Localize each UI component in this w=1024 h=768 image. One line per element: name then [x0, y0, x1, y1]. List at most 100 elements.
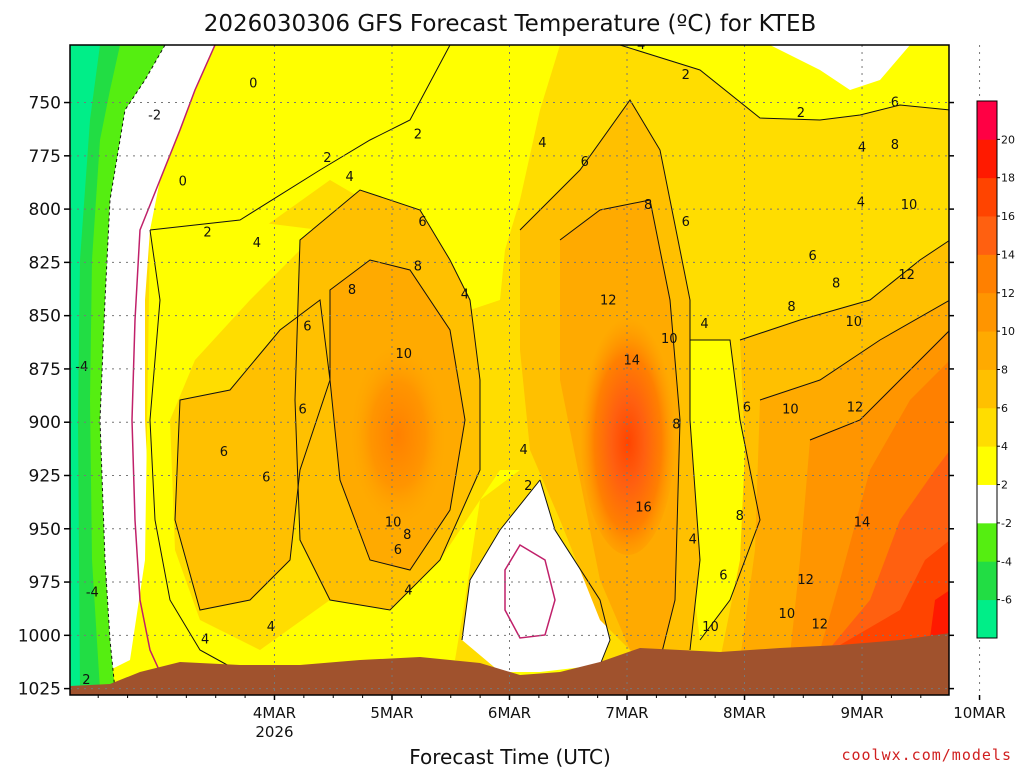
contour-label: 6: [581, 155, 589, 170]
contour-label: 8: [348, 283, 356, 298]
core-6mar: [348, 340, 448, 530]
contour-line-8-right: [739, 240, 949, 341]
colorbar-swatch: [977, 484, 997, 524]
x-tick-label: 7MAR: [605, 704, 648, 722]
contour-label: 0: [179, 174, 187, 189]
freezing-line-bubble: [504, 543, 556, 639]
colorbar-label: -4: [1001, 555, 1012, 568]
contour-label: 8: [736, 509, 744, 524]
contour-label: 6: [303, 319, 311, 334]
y-axis: 750 775 800 825 850 875 900 925 950 975 1000 1025: [18, 94, 954, 700]
colorbar-swatch: [977, 446, 997, 485]
contour-label: -4: [75, 360, 88, 375]
credit-text[interactable]: coolwx.com/models: [841, 746, 1012, 764]
contour-label: 4: [857, 196, 865, 211]
colorbar-label: 2: [1001, 479, 1008, 492]
band-16-18-right: [840, 540, 949, 645]
contour-label: 16: [635, 500, 652, 515]
band-2-4-lower: [70, 220, 600, 690]
contour-label: 6: [743, 400, 751, 415]
contour-label: 2: [323, 151, 331, 166]
colorbar-label: 6: [1001, 402, 1008, 415]
x-tick-label: 9MAR: [840, 704, 883, 722]
colorbar-swatch: [977, 216, 997, 255]
colorbar-label: 20: [1001, 133, 1015, 146]
colorbar-swatch: [977, 522, 997, 562]
band-white-top-right: [770, 45, 910, 90]
contour-label: 4: [253, 236, 261, 251]
chart-title: 2026030306 GFS Forecast Temperature (ºC)…: [204, 11, 817, 37]
contour-label: 12: [898, 268, 915, 283]
contour-label: 6: [809, 249, 817, 264]
contour-label: 8: [787, 300, 795, 315]
contour-label: 8: [891, 138, 899, 153]
contour-label: 10: [846, 315, 863, 330]
contour-label: -2: [148, 108, 161, 123]
contour-label: 2: [797, 106, 805, 121]
x-tick-label: 5MAR: [370, 704, 413, 722]
contour-label: 4: [700, 317, 708, 332]
contour-label: 12: [600, 294, 617, 309]
freezing-line-upper: [131, 45, 216, 673]
contour-label: 2: [682, 68, 690, 83]
colorbar-swatch: [977, 292, 997, 332]
contour-label: 10: [385, 515, 402, 530]
y-tick-label: 1025: [18, 680, 61, 700]
contour-line-6-8mar: [519, 99, 701, 651]
contour-label: 8: [414, 260, 422, 275]
contour-label: 6: [262, 471, 270, 486]
y-tick-label: 875: [29, 360, 61, 380]
colorbar-label: 16: [1001, 210, 1015, 223]
colorbar-label: 4: [1001, 440, 1008, 453]
y-tick-label: 900: [29, 413, 61, 433]
y-tick-label: 750: [29, 94, 61, 114]
band-6-8-a: [175, 300, 330, 610]
x-axis-label: Forecast Time (UTC): [409, 745, 611, 768]
contour-label: 4: [637, 38, 645, 53]
contour-label: 6: [418, 215, 426, 230]
y-tick-label: 775: [29, 147, 61, 167]
colorbar-label: 12: [1001, 287, 1015, 300]
terrain: [70, 633, 949, 695]
contour-label: 4: [404, 584, 412, 599]
contour-label: 6: [299, 402, 307, 417]
contour-line-2-left: [149, 229, 241, 673]
contour-line-10-right: [759, 299, 949, 401]
contour-label: 10: [395, 347, 412, 362]
contour-line-6-left: [174, 299, 331, 611]
colorbar: -6 -4 -2 2 4 6 8 10 12 14 16 18 20: [976, 100, 1015, 639]
freezing-lines: [131, 45, 556, 673]
contour-label: 6: [220, 445, 228, 460]
contour-label: 2: [203, 226, 211, 241]
y-tick-label: 925: [29, 466, 61, 486]
y-tick-label: 1000: [18, 626, 61, 646]
colorbar-swatch: [977, 599, 997, 639]
contour-label: 2: [414, 128, 422, 143]
contour-label: 8: [672, 417, 680, 432]
contour-label: 2: [82, 673, 90, 688]
colorbar-swatch: [977, 177, 997, 217]
temperature-field: -200242426886410666108644442464286121410…: [70, 38, 949, 695]
contour-label: 6: [682, 215, 690, 230]
contour-line-8-8mar: [559, 199, 681, 661]
contour-label: 10: [661, 332, 678, 347]
contour-label: 6: [394, 543, 402, 558]
contour-line-6-6mar: [294, 189, 481, 611]
colorbar-swatch: [977, 331, 997, 370]
contour-label: 4: [519, 443, 527, 458]
contour-label: 6: [719, 569, 727, 584]
colorbar-swatch: [977, 561, 997, 601]
contour-label: -4: [86, 586, 99, 601]
y-tick-label: 825: [29, 253, 61, 273]
contour-label: 12: [797, 573, 814, 588]
contour-lines: [149, 45, 949, 673]
contour-line-2-upper-right: [619, 45, 949, 121]
contour-label: 10: [901, 198, 918, 213]
core-8mar: [580, 305, 676, 555]
contour-label: 10: [779, 607, 796, 622]
contour-line-8-6mar: [329, 259, 466, 571]
colorbar-swatch: [977, 254, 997, 294]
colorbar-swatch: [977, 101, 997, 140]
